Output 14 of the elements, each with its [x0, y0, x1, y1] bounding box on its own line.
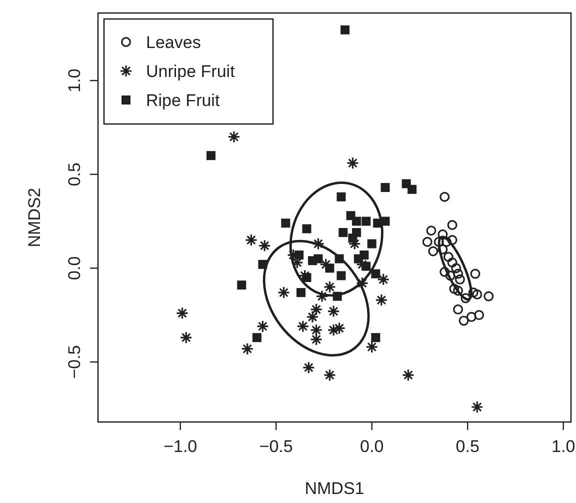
y-tick-label: −0.5 — [65, 345, 84, 379]
y-axis-title: NMDS2 — [25, 188, 44, 248]
x-tick-label: 0.5 — [456, 437, 480, 456]
x-axis-title: NMDS1 — [304, 479, 364, 498]
y-tick-label: 0.0 — [65, 256, 84, 280]
legend-label: Ripe Fruit — [146, 90, 220, 110]
legend-label: Unripe Fruit — [146, 62, 236, 81]
x-tick-label: 0.0 — [360, 437, 384, 456]
x-tick-label: −0.5 — [259, 437, 293, 456]
y-tick-label: 0.5 — [65, 162, 84, 186]
x-tick-label: −1.0 — [164, 437, 198, 456]
legend-label: Leaves — [146, 32, 201, 52]
y-tick-label: 1.0 — [65, 68, 84, 92]
x-tick-label: 1.0 — [552, 437, 576, 456]
